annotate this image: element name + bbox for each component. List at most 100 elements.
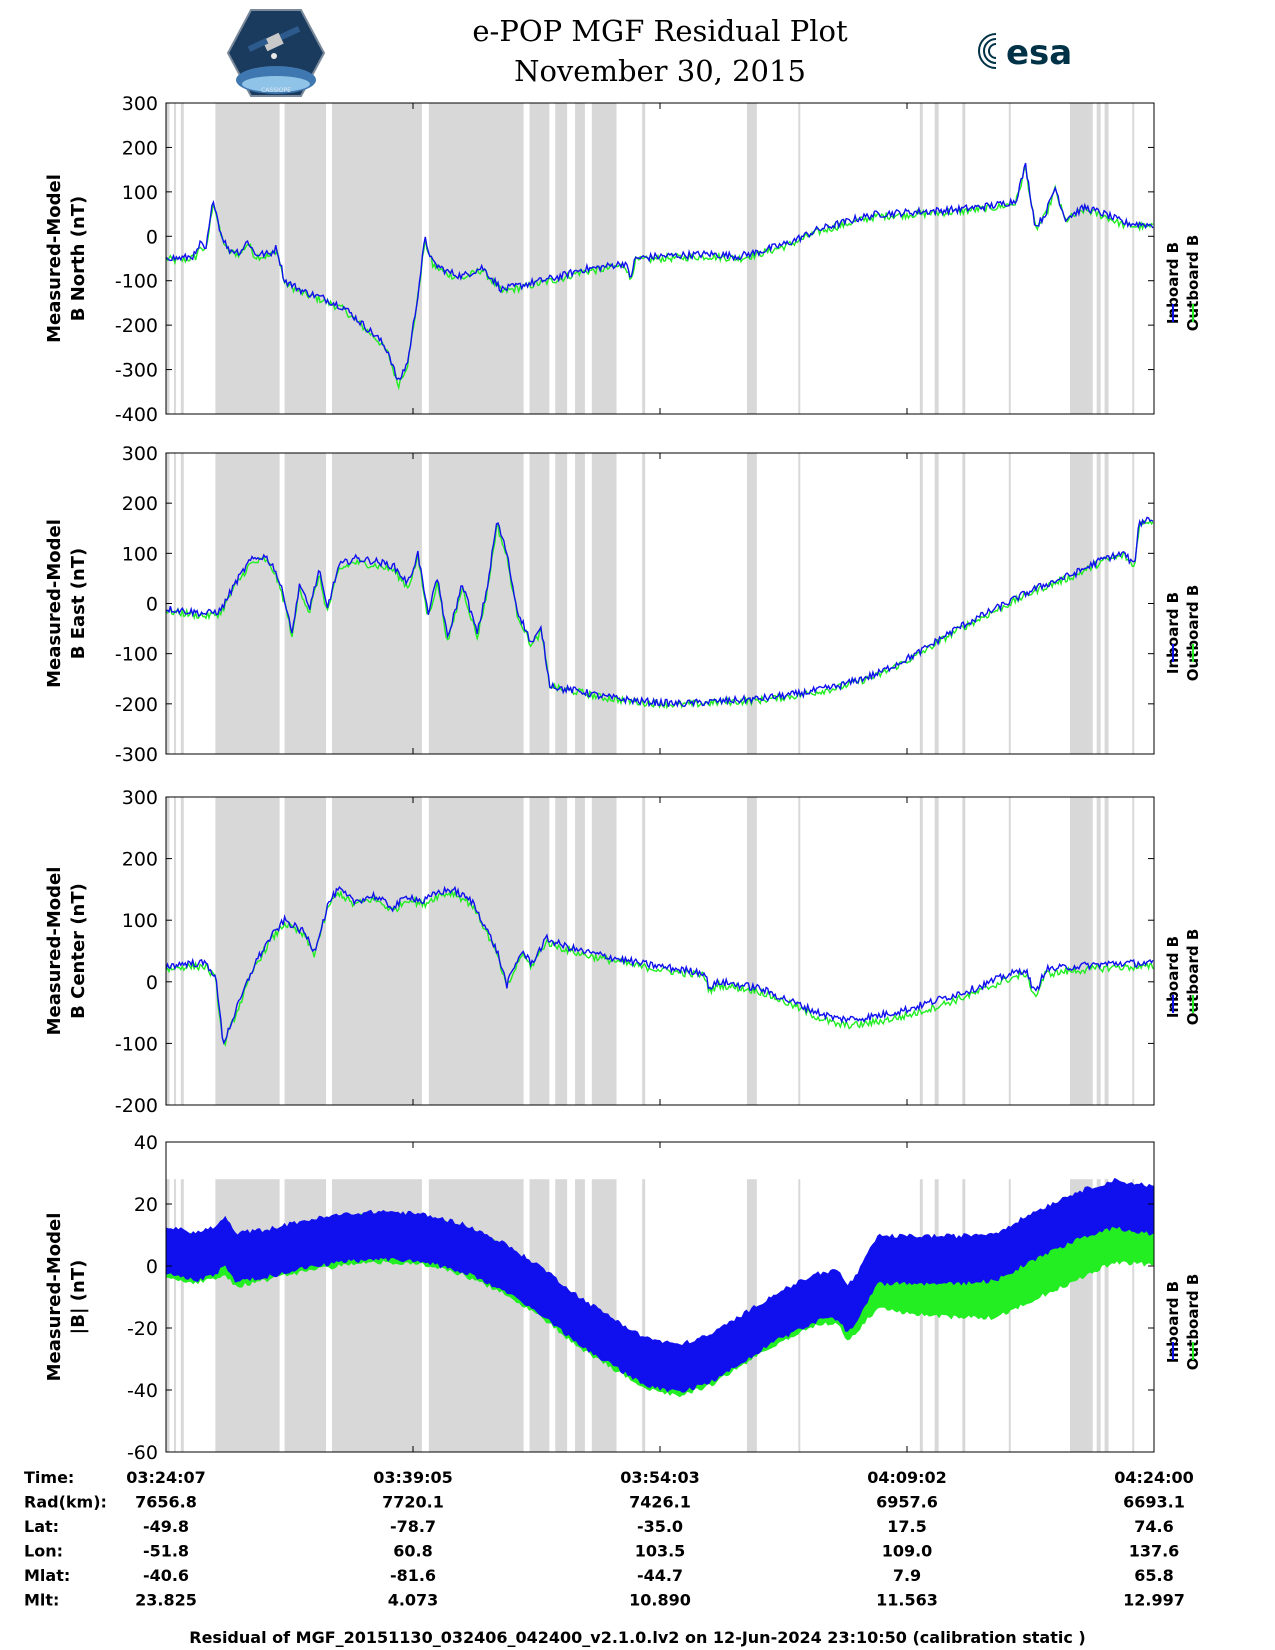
shaded-interval xyxy=(962,453,966,754)
table-cell: -44.7 xyxy=(637,1566,683,1585)
table-cell: 7.9 xyxy=(893,1566,921,1585)
footer-caption: Residual of MGF_20151130_032406_042400_v… xyxy=(189,1628,1086,1647)
table-cell: -51.8 xyxy=(143,1542,189,1561)
cassiope-logo: CASSIOPE xyxy=(226,8,326,98)
plot-title: e-POP MGF Residual Plot xyxy=(472,14,848,48)
table-row-label: Lon: xyxy=(24,1542,63,1561)
shaded-interval xyxy=(1132,797,1135,1105)
table-cell: 4.073 xyxy=(388,1591,439,1610)
shaded-interval xyxy=(591,453,617,754)
table-cell: 04:24:00 xyxy=(1114,1468,1194,1487)
table-cell: -40.6 xyxy=(143,1566,189,1585)
shaded-interval xyxy=(962,103,966,414)
shaded-interval xyxy=(934,797,939,1105)
table-cell: -35.0 xyxy=(637,1517,683,1536)
shaded-interval xyxy=(331,103,422,414)
y-tick-label: -40 xyxy=(127,1380,158,1402)
y-axis-label-line2: B Center (nT) xyxy=(68,883,89,1019)
shaded-interval xyxy=(1096,1179,1101,1452)
legend-outboard-label: Outboard B xyxy=(1184,929,1202,1026)
inboard-trace xyxy=(165,162,1154,381)
y-axis-label: Measured-Model B North (nT) xyxy=(44,174,89,343)
shaded-interval xyxy=(798,453,801,754)
panel-b-east: -300 -200 -100 0 100 200 300 Measured-Model B Ea… xyxy=(44,443,1202,766)
y-tick-label: -60 xyxy=(127,1442,158,1464)
y-tick-label: -200 xyxy=(115,694,158,716)
y-tick-label: 200 xyxy=(122,137,158,159)
plot-date: November 30, 2015 xyxy=(514,54,806,88)
y-axis-label: Measured-Model B East (nT) xyxy=(44,519,89,688)
table-cell: 6957.6 xyxy=(876,1493,938,1512)
legend-inboard-label: Inboard B xyxy=(1164,242,1182,324)
cassiope-logo-text: CASSIOPE xyxy=(261,87,291,94)
shaded-interval xyxy=(284,103,327,414)
table-cell: 65.8 xyxy=(1134,1566,1173,1585)
y-tick-label: 100 xyxy=(122,543,158,565)
shaded-interval xyxy=(1104,103,1109,414)
y-axis-label-line1: Measured-Model xyxy=(44,867,65,1036)
panel-b-center: -200 -100 0 100 200 300 Measured-Model B Center… xyxy=(44,787,1202,1117)
y-tick-label: 300 xyxy=(122,93,158,115)
shaded-interval xyxy=(284,797,327,1105)
y-tick-label: 300 xyxy=(122,787,158,809)
shaded-interval xyxy=(1008,103,1011,414)
shaded-interval xyxy=(1104,797,1109,1105)
esa-logo: esa xyxy=(976,30,1096,74)
table-cell: 23.825 xyxy=(135,1591,197,1610)
table-cell: 109.0 xyxy=(882,1542,933,1561)
shaded-interval xyxy=(215,103,280,414)
shaded-interval xyxy=(746,453,757,754)
y-axis-label-line2: B North (nT) xyxy=(68,196,89,322)
shaded-interval xyxy=(1104,453,1109,754)
panel-b-north: -400 -300 -200 -100 0 100 200 300 Measured-Model… xyxy=(44,93,1202,426)
shaded-interval xyxy=(962,797,966,1105)
shaded-interval xyxy=(919,103,923,414)
y-axis-label-line1: Measured-Model xyxy=(44,1213,65,1382)
shaded-interval xyxy=(798,797,801,1105)
legend-outboard-label: Outboard B xyxy=(1184,585,1202,682)
shaded-interval xyxy=(746,797,757,1105)
shaded-interval xyxy=(1096,453,1101,754)
shaded-interval xyxy=(180,103,184,414)
shaded-interval xyxy=(642,453,646,754)
shaded-interval xyxy=(1096,797,1101,1105)
y-axis-label: Measured-Model |B| (nT) xyxy=(44,1213,89,1382)
y-axis-label-line2: |B| (nT) xyxy=(68,1260,89,1335)
shaded-interval xyxy=(180,453,184,754)
table-cell: 7720.1 xyxy=(382,1493,444,1512)
table-cell: 103.5 xyxy=(635,1542,686,1561)
shaded-interval xyxy=(575,453,585,754)
shaded-interval xyxy=(1070,103,1093,414)
table-cell: 17.5 xyxy=(887,1517,926,1536)
shaded-interval xyxy=(180,1179,184,1452)
shaded-interval xyxy=(575,103,585,414)
table-cell: -78.7 xyxy=(390,1517,436,1536)
legend-inboard-label: Inboard B xyxy=(1164,592,1182,674)
table-cell: 12.997 xyxy=(1123,1591,1185,1610)
y-tick-label: 0 xyxy=(146,226,158,248)
shaded-interval xyxy=(1132,1179,1135,1452)
shaded-interval xyxy=(529,453,550,754)
shaded-interval xyxy=(1132,103,1135,414)
y-tick-label: 200 xyxy=(122,493,158,515)
table-cell: 137.6 xyxy=(1129,1542,1180,1561)
shaded-interval xyxy=(934,1179,939,1452)
table-cell: 74.6 xyxy=(1134,1517,1173,1536)
y-tick-label: -400 xyxy=(115,404,158,426)
shaded-interval xyxy=(1132,453,1135,754)
shaded-interval xyxy=(529,1179,550,1452)
shaded-interval xyxy=(575,797,585,1105)
y-axis-label: Measured-Model B Center (nT) xyxy=(44,867,89,1036)
y-tick-label: -200 xyxy=(115,315,158,337)
table-cell: 10.890 xyxy=(629,1591,691,1610)
inboard-trace xyxy=(165,885,1154,1045)
shaded-interval xyxy=(919,453,923,754)
y-tick-label: -300 xyxy=(115,360,158,382)
legend-inboard-label: Inboard B xyxy=(1164,1281,1182,1363)
table-row-label: Mlt: xyxy=(24,1591,59,1610)
shaded-interval xyxy=(215,797,280,1105)
esa-logo-icon: esa xyxy=(978,32,1072,73)
legend-outboard-label: Outboard B xyxy=(1184,1274,1202,1371)
y-tick-label: -200 xyxy=(115,1095,158,1117)
